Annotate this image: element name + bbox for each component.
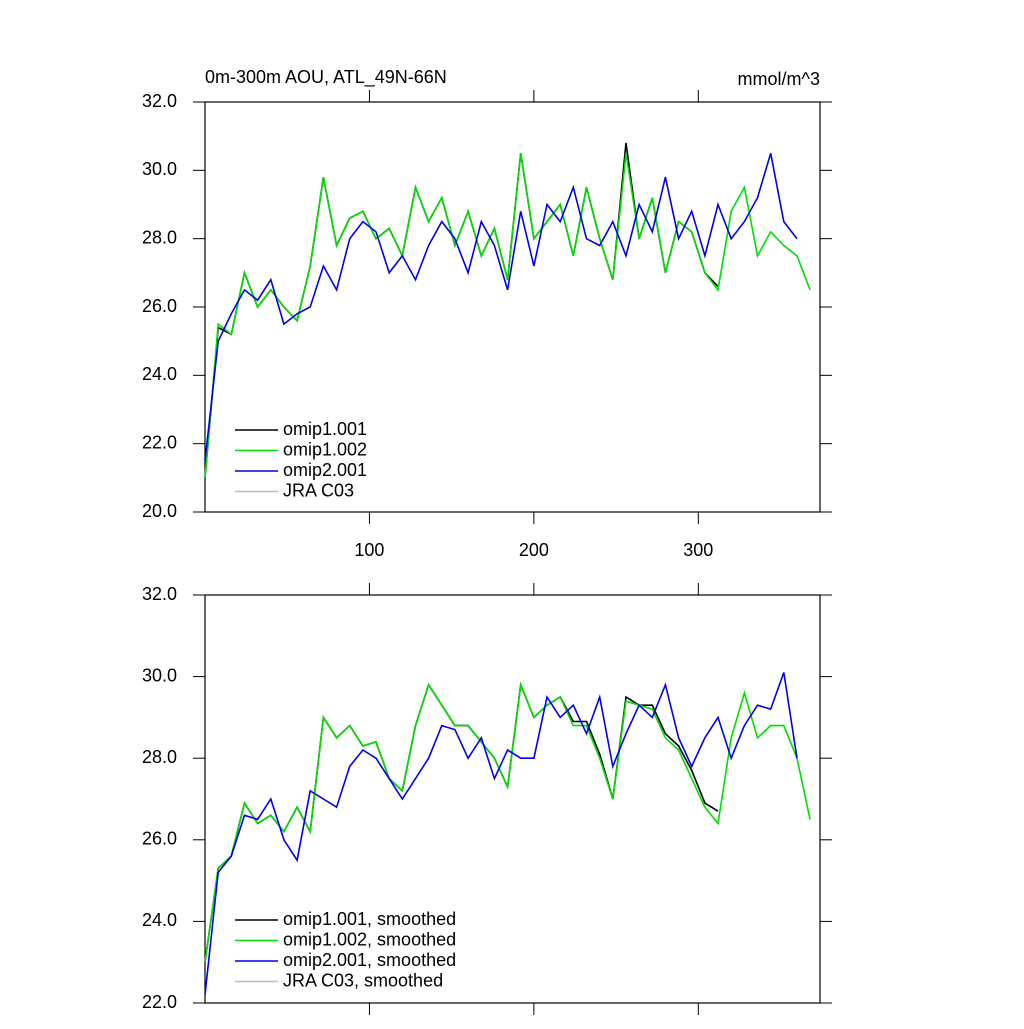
series-line [204,153,798,461]
y-tick-label: 20.0 [142,501,177,521]
legend-label: omip1.002 [283,439,367,459]
y-tick-label: 30.0 [142,665,177,685]
legend-label: omip1.001, smoothed [283,909,456,929]
y-tick-label: 32.0 [142,91,177,111]
y-tick-label: 24.0 [142,364,177,384]
plot-frame [204,594,821,1004]
series-line [204,681,719,963]
legend-label: JRA C03, smoothed [283,970,443,990]
series-line [204,142,719,478]
chart-title: 0m-300m AOU, ATL_49N-66N [205,67,447,88]
legend-label: JRA C03 [283,480,354,500]
y-tick-label: 30.0 [142,159,177,179]
y-tick-label: 26.0 [142,829,177,849]
series-line [204,681,811,963]
x-tick-label: 300 [683,540,713,560]
x-tick-label: 200 [519,540,549,560]
legend-label: omip1.002, smoothed [283,929,456,949]
y-tick-label: 28.0 [142,227,177,247]
chart-panel: 0m-300m AOU, ATL_49N-66N mmol/m^3 20.0 22.0… [142,67,832,560]
y-tick-label: 28.0 [142,747,177,767]
legend-label: omip2.001, smoothed [283,950,456,970]
legend-label: omip1.001 [283,419,367,439]
legend-label: omip2.001 [283,460,367,480]
units-label: mmol/m^3 [738,69,820,89]
y-tick-label: 32.0 [142,584,177,604]
series-line [204,153,811,478]
series-line [204,672,798,995]
y-tick-label: 22.0 [142,432,177,452]
y-tick-label: 24.0 [142,910,177,930]
chart-panel: 22.0 24.0 26.0 28.0 30.0 32.0 omip1.001, smoot… [142,583,832,1015]
x-tick-label: 100 [354,540,384,560]
plot-frame [204,101,821,513]
y-tick-label: 26.0 [142,296,177,316]
y-tick-label: 22.0 [142,992,177,1012]
